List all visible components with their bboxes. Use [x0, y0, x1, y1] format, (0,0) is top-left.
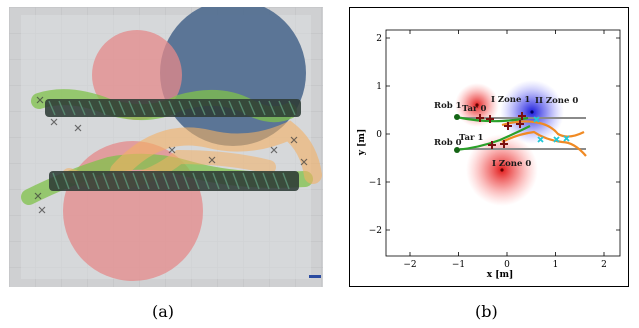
label-rob0: Rob 0: [434, 138, 462, 148]
x-tick-label: −1: [452, 260, 465, 270]
y-tick-label: 0: [376, 130, 382, 140]
y-tick-labels: 2 1 0 −1 −2: [369, 34, 383, 236]
y-axis-label: y [m]: [357, 129, 367, 156]
trace-crosses: [34, 96, 308, 214]
label-tar0: Tar 0: [462, 104, 486, 114]
label-tar1: Tar 1: [459, 133, 483, 143]
tar1-trajectory: [501, 130, 587, 157]
annotations: Rob 1 Tar 0 I Zone 1 II Zone 0 Tar 1 Rob…: [434, 95, 578, 169]
zone-i-1-center: [475, 103, 479, 107]
cyan-markers: [533, 116, 570, 143]
y-tick-label: −1: [369, 178, 382, 188]
rob1-start-marker: [454, 114, 460, 120]
robot-track-top: [45, 99, 301, 117]
rob0-start-marker: [454, 147, 460, 153]
x-tick-label: 0: [504, 260, 510, 270]
label-rob1: Rob 1: [434, 101, 462, 111]
target-markers: [476, 112, 526, 149]
caption-a: (a): [152, 302, 175, 321]
y-tick-label: 2: [376, 34, 382, 44]
y-tick-label: −2: [369, 226, 382, 236]
label-izone0: I Zone 0: [492, 159, 531, 169]
tick-marks: [386, 30, 620, 256]
caption-b: (b): [475, 302, 498, 321]
robot-track-bottom: [49, 171, 299, 191]
plot-panel: −2 −1 0 1 2 2 1 0 −1 −2 x [m] y [m]: [349, 7, 629, 287]
zone-i-0-center: [500, 168, 504, 172]
photo-panel: [9, 0, 323, 287]
x-tick-label: 2: [601, 260, 607, 270]
label-izone1: I Zone 1: [491, 95, 530, 105]
robot-ghosts: [48, 100, 296, 190]
x-axis-label: x [m]: [487, 270, 514, 280]
red-circle-zone-top: [92, 30, 182, 120]
photo-scene: [9, 0, 323, 287]
plot-svg: −2 −1 0 1 2 2 1 0 −1 −2 x [m] y [m]: [357, 29, 621, 280]
rob0-trajectory: [455, 125, 531, 152]
zone-ii-0-center: [530, 110, 534, 114]
x-tick-label: −2: [403, 260, 416, 270]
y-tick-label: 1: [376, 82, 382, 92]
scale-marker: [309, 275, 321, 278]
orange-path-a: [110, 120, 322, 184]
label-iizone0: II Zone 0: [535, 96, 578, 106]
x-tick-labels: −2 −1 0 1 2: [403, 260, 607, 270]
x-tick-label: 1: [553, 260, 559, 270]
